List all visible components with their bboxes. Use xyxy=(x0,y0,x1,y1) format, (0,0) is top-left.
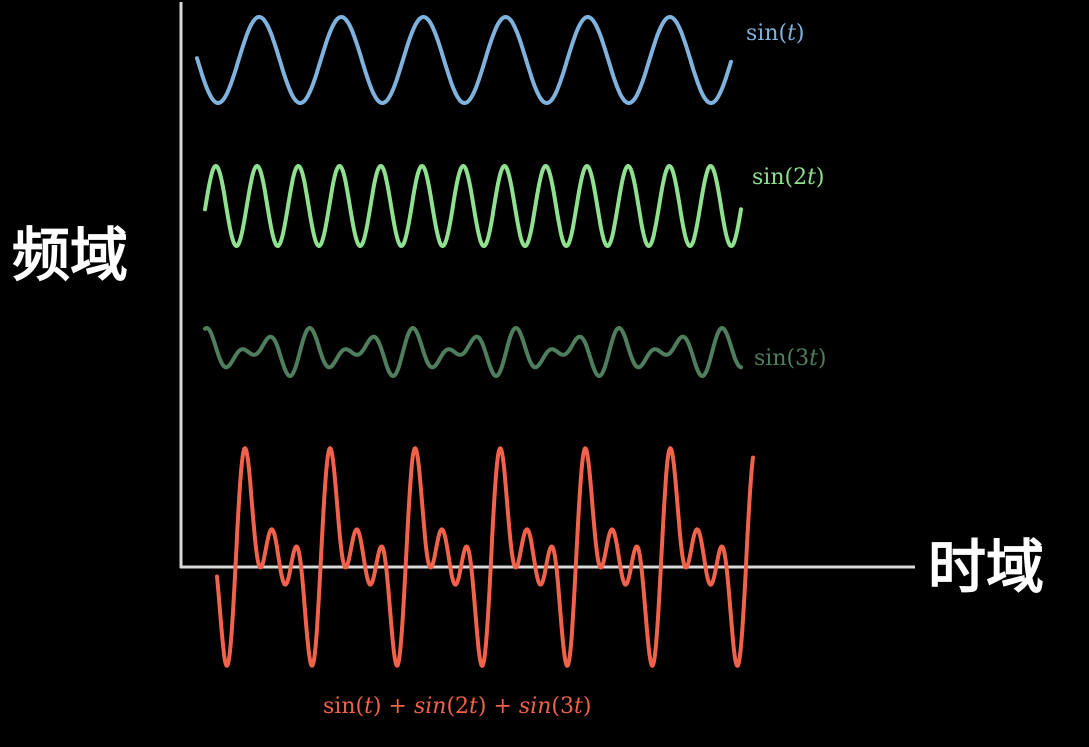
wave-curve-sin-2t xyxy=(203,164,743,248)
wave-label-sin-3t: sin(3t) xyxy=(754,346,827,371)
wave-curves xyxy=(195,15,755,668)
time-domain-label: 时域 xyxy=(928,533,1045,601)
wave-curve-sin-t xyxy=(195,15,733,105)
wave-label-sum: sin(t) + sin(2t) + sin(3t) xyxy=(323,694,592,719)
wave-label-sin-2t: sin(2t) xyxy=(752,165,825,190)
wave-label-sin-t: sin(t) xyxy=(746,21,805,46)
frequency-domain-label: 频域 xyxy=(12,221,129,289)
wave-curve-sum xyxy=(215,446,755,668)
wave-curve-sin-3t xyxy=(203,326,743,378)
